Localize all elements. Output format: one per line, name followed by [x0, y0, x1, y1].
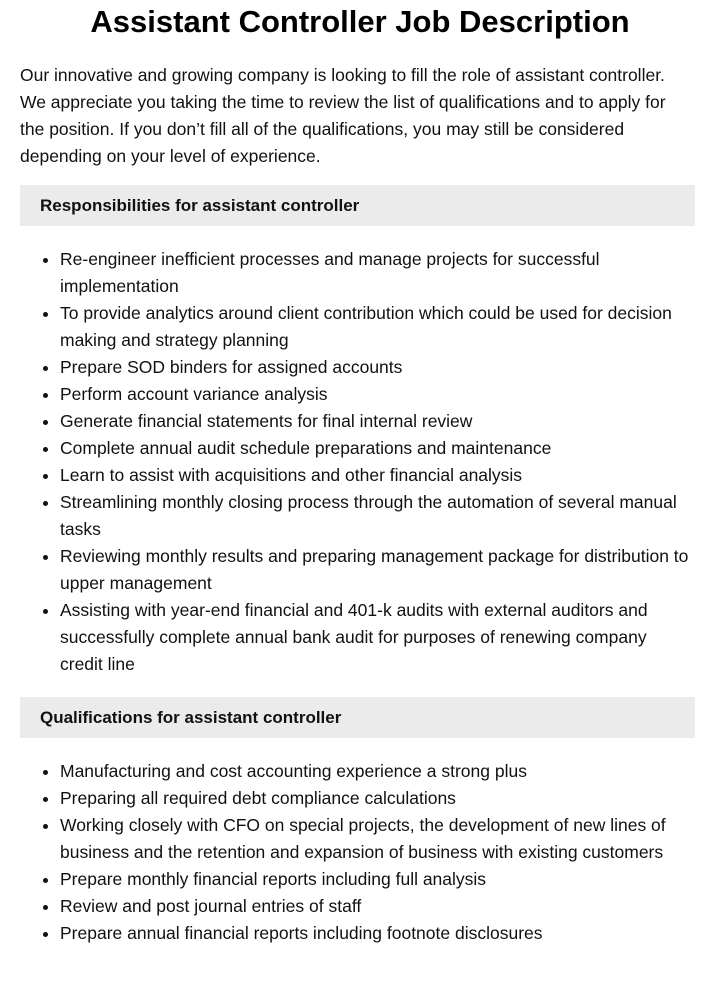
- qualifications-heading: Qualifications for assistant controller: [20, 697, 695, 738]
- list-item: Review and post journal entries of staff: [60, 893, 690, 920]
- responsibilities-list: Re-engineer inefficient processes and ma…: [0, 246, 710, 678]
- list-item: Complete annual audit schedule preparati…: [60, 435, 690, 462]
- list-item: Manufacturing and cost accounting experi…: [60, 758, 690, 785]
- list-item: Preparing all required debt compliance c…: [60, 785, 690, 812]
- page-title: Assistant Controller Job Description: [90, 4, 630, 39]
- list-item: Learn to assist with acquisitions and ot…: [60, 462, 690, 489]
- list-item: Assisting with year-end financial and 40…: [60, 597, 690, 678]
- list-item: Streamlining monthly closing process thr…: [60, 489, 690, 543]
- list-item: Reviewing monthly results and preparing …: [60, 543, 690, 597]
- list-item: Prepare monthly financial reports includ…: [60, 866, 690, 893]
- intro-paragraph: Our innovative and growing company is lo…: [20, 65, 666, 166]
- list-item: Perform account variance analysis: [60, 381, 690, 408]
- list-item: Re-engineer inefficient processes and ma…: [60, 246, 690, 300]
- list-item: Prepare annual financial reports includi…: [60, 920, 690, 947]
- qualifications-list: Manufacturing and cost accounting experi…: [0, 758, 710, 947]
- responsibilities-heading: Responsibilities for assistant controlle…: [20, 185, 695, 226]
- list-item: Generate financial statements for final …: [60, 408, 690, 435]
- list-item: Working closely with CFO on special proj…: [60, 812, 690, 866]
- list-item: Prepare SOD binders for assigned account…: [60, 354, 690, 381]
- list-item: To provide analytics around client contr…: [60, 300, 690, 354]
